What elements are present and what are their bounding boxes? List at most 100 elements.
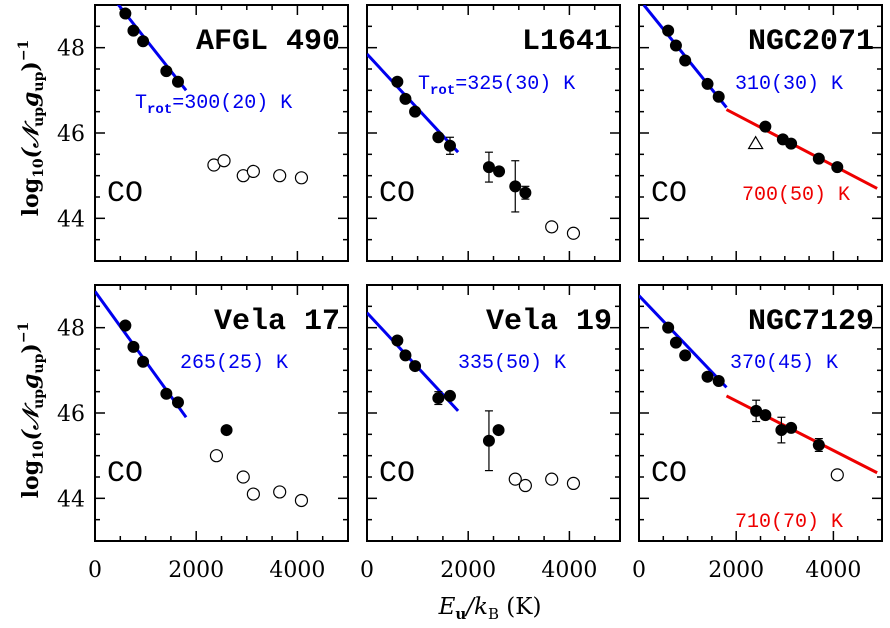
data-point-open <box>545 472 559 486</box>
fit-line <box>725 108 878 190</box>
fit-line <box>95 290 188 419</box>
data-point <box>127 24 140 37</box>
x-tick-label: 4000 <box>269 558 325 583</box>
panel: 0 2000 4000 Vela 19 CO 335(50) K <box>360 284 621 583</box>
data-point <box>509 180 522 193</box>
panel-title: Vela 17 <box>214 305 340 339</box>
data-point-open <box>830 468 844 482</box>
panel: 0 2000 4000 44 46 48 Vela 17 CO 265(25) K <box>57 284 349 583</box>
panel-title: NGC2071 <box>748 25 874 59</box>
data-point <box>137 35 150 48</box>
data-point <box>220 424 233 437</box>
data-point-open <box>273 169 287 183</box>
panel-title: NGC7129 <box>748 305 874 339</box>
data-point <box>775 424 788 437</box>
x-tick-label: 0 <box>632 558 646 583</box>
y-tick-label: 44 <box>57 487 85 512</box>
fit-line <box>367 53 460 154</box>
data-point <box>391 334 404 347</box>
data-point <box>432 392 445 405</box>
data-point <box>482 161 495 174</box>
data-point <box>831 161 844 174</box>
x-tick-label: 2000 <box>168 558 224 583</box>
data-point-open <box>209 449 224 463</box>
data-point <box>409 360 422 373</box>
fit-label: 265(25) K <box>180 352 288 375</box>
data-point <box>669 39 682 52</box>
data-point <box>171 75 184 88</box>
y-tick-label: 48 <box>57 37 85 62</box>
data-point <box>160 387 173 400</box>
data-point <box>493 165 506 178</box>
data-point <box>701 370 714 383</box>
x-tick-label: 0 <box>360 558 374 583</box>
data-point <box>759 120 772 133</box>
data-point <box>812 439 825 451</box>
x-tick-label: 2000 <box>440 558 496 583</box>
x-tick-label: 4000 <box>805 558 861 583</box>
data-point <box>160 65 173 78</box>
fit-label: 335(50) K <box>458 352 566 375</box>
y-axis-label-top: log10(𝒩upgup)−1 <box>16 40 47 217</box>
panel: NGC2071 CO 310(30) K 700(50) K <box>638 4 883 262</box>
data-point <box>785 137 798 150</box>
y-tick-label: 48 <box>57 317 85 342</box>
data-point <box>812 152 825 165</box>
data-point <box>492 424 505 437</box>
x-axis-label: Eu/kB (K) <box>438 594 542 623</box>
x-tick-label: 2000 <box>708 558 764 583</box>
panel-title: Vela 19 <box>486 305 612 339</box>
x-tick-label: 4000 <box>541 558 597 583</box>
y-tick-label: 46 <box>57 402 85 427</box>
fit-line <box>639 294 728 389</box>
data-point-triangle <box>747 135 764 150</box>
fit-label: 310(30) K <box>735 73 843 96</box>
data-point <box>391 75 404 88</box>
data-point-open <box>236 470 250 484</box>
data-point <box>662 321 675 334</box>
fit-label: Trot=325(30) K <box>418 73 575 99</box>
fit-label: 370(45) K <box>730 352 838 375</box>
data-point-open <box>545 220 559 234</box>
panel: L1641 CO Trot=325(30) K <box>366 4 621 262</box>
data-point <box>712 90 725 103</box>
data-point-open <box>246 487 260 501</box>
data-point-open <box>294 171 309 185</box>
species-label: CO <box>107 457 143 491</box>
data-point-open <box>566 226 581 240</box>
data-point <box>137 355 150 368</box>
data-point <box>759 409 772 422</box>
data-point <box>409 105 422 118</box>
data-point <box>679 349 692 362</box>
x-tick-label: 0 <box>88 558 102 583</box>
fit-label: 710(70) K <box>735 511 843 534</box>
data-point-open <box>518 478 532 493</box>
data-point <box>127 340 140 353</box>
data-point <box>679 54 692 67</box>
species-label: CO <box>379 457 415 491</box>
data-point <box>432 131 445 144</box>
fit-label: 700(50) K <box>742 184 850 207</box>
data-point <box>443 139 456 152</box>
species-label: CO <box>651 177 687 211</box>
data-point <box>171 396 184 409</box>
data-point-open <box>566 476 581 490</box>
y-tick-label: 44 <box>57 207 85 232</box>
panel: 44 46 48 AFGL 490 CO Trot=300(20) K <box>57 4 349 262</box>
y-tick-label: 46 <box>57 122 85 147</box>
fit-line <box>725 394 878 475</box>
data-point <box>662 24 675 37</box>
data-point <box>701 77 714 90</box>
species-label: CO <box>379 177 415 211</box>
data-point <box>785 421 798 434</box>
data-point <box>443 389 456 402</box>
data-point <box>399 349 412 362</box>
fit-label: Trot=300(20) K <box>135 92 292 118</box>
data-point-open <box>273 485 287 499</box>
data-point <box>712 375 725 387</box>
data-point-open <box>246 164 260 178</box>
data-point <box>119 319 132 332</box>
panel-title: L1641 <box>522 25 612 59</box>
data-point <box>119 7 132 20</box>
